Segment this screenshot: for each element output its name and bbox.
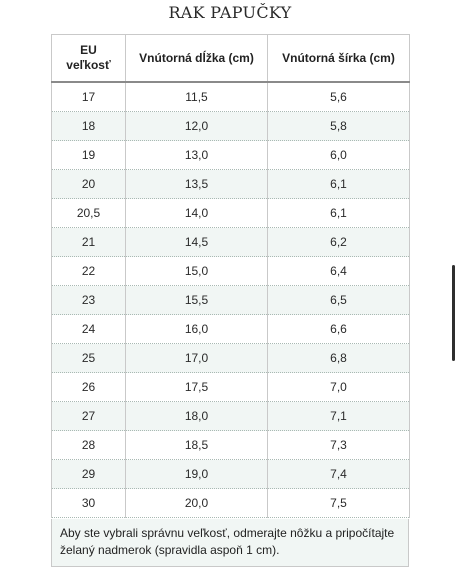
cell-eu-size: 20 xyxy=(51,169,126,199)
cell-inner-width: 5,6 xyxy=(267,82,410,112)
table-row: 22 15,0 6,4 xyxy=(51,256,410,286)
table-row: 18 12,0 5,8 xyxy=(51,111,410,141)
page-title: RAK PAPUČKY xyxy=(168,3,292,22)
table-body: 17 11,5 5,6 18 12,0 5,8 19 13,0 6,0 20 13,5 6,1 20,5… xyxy=(51,82,410,518)
table-row: 26 17,5 7,0 xyxy=(51,372,410,402)
cell-inner-length: 15,0 xyxy=(125,256,268,286)
cell-inner-length: 15,5 xyxy=(125,285,268,315)
cell-eu-size: 22 xyxy=(51,256,126,286)
cell-inner-length: 13,0 xyxy=(125,140,268,170)
table-row: 30 20,0 7,5 xyxy=(51,488,410,518)
size-chart-table: EU veľkosť Vnútorná dĺžka (cm) Vnútorná ší… xyxy=(51,34,410,518)
table-row: 21 14,5 6,2 xyxy=(51,227,410,257)
table-row: 17 11,5 5,6 xyxy=(51,82,410,112)
cell-inner-length: 14,5 xyxy=(125,227,268,257)
cell-inner-width: 6,6 xyxy=(267,314,410,344)
table-row: 28 18,5 7,3 xyxy=(51,430,410,460)
cell-inner-width: 7,1 xyxy=(267,401,410,431)
table-row: 20 13,5 6,1 xyxy=(51,169,410,199)
cell-eu-size: 18 xyxy=(51,111,126,141)
cell-inner-width: 5,8 xyxy=(267,111,410,141)
header-eu-size: EU veľkosť xyxy=(51,34,126,83)
cell-inner-length: 18,0 xyxy=(125,401,268,431)
header-inner-width: Vnútorná šírka (cm) xyxy=(267,34,410,83)
cell-inner-length: 11,5 xyxy=(125,82,268,112)
table-row: 27 18,0 7,1 xyxy=(51,401,410,431)
cell-inner-length: 20,0 xyxy=(125,488,268,518)
cell-eu-size: 26 xyxy=(51,372,126,402)
cell-eu-size: 21 xyxy=(51,227,126,257)
cell-eu-size: 28 xyxy=(51,430,126,460)
cell-eu-size: 20,5 xyxy=(51,198,126,228)
header-inner-length: Vnútorná dĺžka (cm) xyxy=(125,34,268,83)
cell-eu-size: 24 xyxy=(51,314,126,344)
table-row: 24 16,0 6,6 xyxy=(51,314,410,344)
cell-eu-size: 23 xyxy=(51,285,126,315)
cell-inner-width: 7,3 xyxy=(267,430,410,460)
cell-eu-size: 27 xyxy=(51,401,126,431)
cell-eu-size: 19 xyxy=(51,140,126,170)
cell-inner-width: 6,0 xyxy=(267,140,410,170)
cell-inner-width: 7,0 xyxy=(267,372,410,402)
table-header-row: EU veľkosť Vnútorná dĺžka (cm) Vnútorná ší… xyxy=(51,34,410,83)
sizing-note: Aby ste vybrali správnu veľkosť, odmeraj… xyxy=(51,519,409,567)
cell-inner-width: 6,2 xyxy=(267,227,410,257)
cell-inner-length: 14,0 xyxy=(125,198,268,228)
table-row: 25 17,0 6,8 xyxy=(51,343,410,373)
cell-eu-size: 30 xyxy=(51,488,126,518)
table-row: 23 15,5 6,5 xyxy=(51,285,410,315)
cell-inner-length: 19,0 xyxy=(125,459,268,489)
cell-inner-width: 6,4 xyxy=(267,256,410,286)
cell-inner-width: 6,1 xyxy=(267,169,410,199)
cell-inner-width: 7,5 xyxy=(267,488,410,518)
table-row: 19 13,0 6,0 xyxy=(51,140,410,170)
cell-eu-size: 29 xyxy=(51,459,126,489)
cell-inner-width: 6,5 xyxy=(267,285,410,315)
cell-inner-length: 13,5 xyxy=(125,169,268,199)
scrollbar-thumb[interactable] xyxy=(452,265,455,361)
cell-inner-width: 6,1 xyxy=(267,198,410,228)
cell-inner-length: 16,0 xyxy=(125,314,268,344)
cell-inner-length: 17,5 xyxy=(125,372,268,402)
cell-eu-size: 25 xyxy=(51,343,126,373)
cell-inner-length: 12,0 xyxy=(125,111,268,141)
cell-eu-size: 17 xyxy=(51,82,126,112)
cell-inner-width: 6,8 xyxy=(267,343,410,373)
cell-inner-width: 7,4 xyxy=(267,459,410,489)
cell-inner-length: 17,0 xyxy=(125,343,268,373)
table-row: 20,5 14,0 6,1 xyxy=(51,198,410,228)
cell-inner-length: 18,5 xyxy=(125,430,268,460)
table-row: 29 19,0 7,4 xyxy=(51,459,410,489)
